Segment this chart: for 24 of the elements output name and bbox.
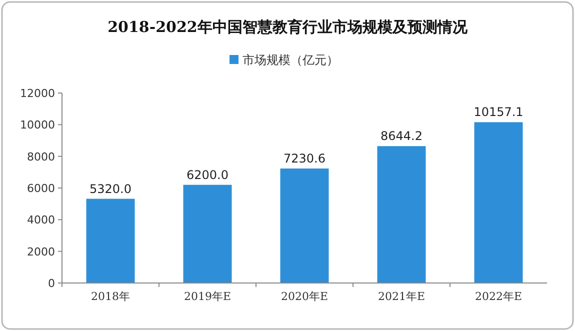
y-tick-label: 4000 (27, 214, 55, 227)
bar (86, 198, 135, 283)
y-tick-label: 2000 (27, 245, 55, 258)
y-tick-label: 0 (48, 277, 55, 290)
x-tick-label: 2021年E (378, 290, 426, 303)
y-tick-label: 12000 (20, 87, 55, 100)
bar (377, 146, 426, 283)
text: 5320.0 (90, 182, 132, 196)
text: 10157.1 (474, 105, 524, 120)
chart-title: 2018-2022年中国智慧教育行业市场规模及预测情况 (108, 18, 468, 36)
bar (474, 122, 523, 283)
y-tick-label: 10000 (20, 118, 55, 132)
text: 6200.0 (186, 168, 228, 182)
y-tick-label: 8000 (27, 150, 55, 164)
x-tick-label: 2020年E (280, 290, 328, 303)
x-tick-label: 2019年E (184, 290, 232, 303)
legend-label: 市场规模（亿元） (242, 53, 338, 67)
x-tick-label: 2018年 (91, 290, 130, 303)
x-tick-label: 2022年E (474, 290, 522, 303)
y-tick-label: 6000 (27, 182, 55, 195)
text: 8644.2 (380, 129, 422, 144)
bar (183, 184, 232, 283)
text: 7230.6 (284, 152, 326, 166)
bar (280, 168, 329, 283)
